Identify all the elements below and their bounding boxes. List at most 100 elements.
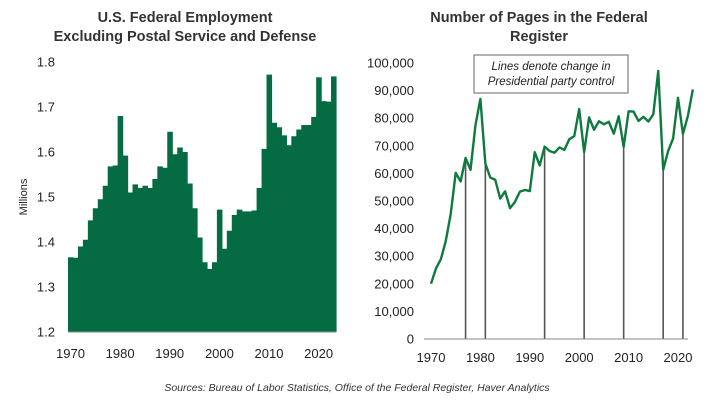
employment-bar-1995 [192, 208, 198, 332]
employment-bar-1973 [82, 239, 89, 332]
employment-bar-1990 [167, 131, 173, 332]
left-y-tick-label: 1.5 [37, 190, 55, 205]
employment-bar-2017 [301, 125, 307, 332]
right-chart-title: Number of Pages in the Federal Register [372, 9, 706, 47]
left-x-tick-label: 1970 [56, 346, 85, 361]
annotation-box [473, 54, 629, 94]
right-y-tick-label: 80,000 [374, 111, 414, 126]
right-y-tick-label: 60,000 [374, 166, 414, 181]
employment-bar-2001 [221, 248, 228, 332]
right-x-tick-label: 2010 [614, 350, 643, 365]
employment-bar-2002 [226, 230, 233, 332]
source-note: Sources: Bureau of Labor Statistics, Off… [164, 382, 550, 394]
employment-bar-2016 [296, 129, 302, 332]
annotation-text-line1: Lines denote change in [492, 61, 611, 73]
left-chart-title-line1: U.S. Federal Employment [97, 10, 273, 26]
right-y-tick-label: 100,000 [367, 56, 414, 71]
employment-bar-2021 [321, 101, 327, 333]
employment-bar-2007 [251, 210, 258, 332]
left-y-tick-label: 1.4 [37, 235, 55, 250]
employment-bar-2006 [246, 211, 253, 332]
right-y-tick-label: 70,000 [374, 138, 414, 153]
employment-bar-1988 [157, 166, 163, 332]
employment-bar-1991 [172, 154, 178, 332]
left-x-tick-label: 1980 [106, 346, 135, 361]
left-y-tick-label: 1.7 [37, 100, 55, 115]
right-x-tick-label: 1980 [466, 350, 495, 365]
employment-bar-1971 [72, 257, 79, 332]
left-y-axis-label: Millions [18, 178, 30, 215]
employment-bar-2014 [286, 145, 292, 332]
employment-bar-1985 [142, 185, 148, 332]
right-y-tick-label: 50,000 [374, 194, 414, 209]
right-x-tick-label: 1970 [417, 350, 446, 365]
employment-bar-2020 [316, 77, 322, 332]
employment-bar-2010 [266, 74, 273, 332]
left-x-tick-label: 1990 [155, 346, 184, 361]
right-x-tick-label: 2020 [664, 350, 693, 365]
employment-bar-2012 [276, 127, 282, 332]
employment-bar-1979 [112, 165, 119, 332]
annotation-text: Lines denote change in Presidential party… [488, 61, 615, 88]
employment-bar-1993 [182, 152, 188, 332]
right-y-tick-label: 30,000 [374, 249, 414, 264]
employment-bar-1982 [127, 192, 134, 332]
right-chart-title-line2: Register [509, 29, 569, 45]
employment-bar-1987 [152, 179, 158, 332]
employment-bar-2009 [261, 148, 268, 332]
employment-bar-2003 [231, 215, 238, 332]
employment-bar-1976 [97, 199, 104, 332]
right-y-tick-label: 20,000 [374, 276, 414, 291]
register-pages-series-line [429, 69, 694, 285]
employment-bar-2022 [326, 101, 332, 332]
employment-bar-1981 [122, 155, 129, 332]
employment-bar-2000 [216, 209, 223, 332]
right-y-tick-label: 10,000 [374, 304, 414, 319]
right-y-tick-label: 40,000 [374, 221, 414, 236]
left-y-tick-label: 1.2 [37, 325, 55, 340]
left-x-tick-label: 2000 [205, 346, 234, 361]
federal-employment-bar-chart: 1.2 1.3 1.4 1.5 1.6 1.7 1.8 1970 1980 1990 2000 201… [18, 55, 337, 361]
right-y-tick-label: 90,000 [374, 83, 414, 98]
federal-register-line-chart: 0 10,000 20,000 30,000 40,000 50,000 60,000 70,… [367, 54, 694, 365]
annotation-text-line2: Presidential party control [488, 76, 615, 88]
employment-bar-2013 [281, 135, 287, 332]
employment-bar-2005 [241, 211, 248, 332]
employment-bar-2015 [291, 136, 297, 332]
employment-bar-2008 [256, 188, 263, 332]
employment-bar-1996 [197, 237, 203, 332]
employment-bar-2004 [236, 209, 243, 332]
employment-bar-1970 [68, 257, 74, 332]
employment-bar-1994 [187, 183, 193, 332]
employment-bar-1980 [117, 116, 124, 332]
employment-bar-1984 [137, 188, 144, 332]
left-x-tick-label: 2020 [304, 346, 333, 361]
employment-bar-1986 [147, 188, 153, 332]
right-x-tick-label: 1990 [515, 350, 544, 365]
employment-bar-1977 [102, 185, 109, 332]
right-chart-title-line1: Number of Pages in the Federal [430, 10, 648, 26]
employment-bar-1972 [77, 246, 84, 332]
employment-bar-1999 [211, 262, 218, 332]
employment-bar-1975 [92, 208, 99, 332]
employment-bar-2018 [306, 125, 312, 332]
employment-bar-1978 [107, 166, 114, 332]
left-y-tick-label: 1.3 [37, 280, 55, 295]
employment-bar-1992 [177, 147, 183, 332]
left-y-tick-label: 1.8 [37, 55, 55, 70]
employment-bar-1983 [132, 184, 139, 332]
employment-bar-1989 [162, 167, 168, 332]
employment-bar-1997 [202, 262, 208, 332]
right-y-tick-label: 0 [407, 332, 414, 347]
employment-bar-2023 [331, 76, 337, 333]
employment-bar-2019 [311, 116, 317, 333]
left-chart-title: U.S. Federal Employment Excluding Postal… [10, 9, 360, 47]
employment-bar-2011 [271, 122, 278, 332]
left-y-tick-label: 1.6 [37, 145, 55, 160]
left-x-tick-label: 2010 [255, 346, 284, 361]
left-chart-title-line2: Excluding Postal Service and Defense [53, 29, 317, 45]
employment-bar-1998 [206, 269, 213, 332]
employment-bar-1974 [87, 220, 94, 332]
right-x-tick-label: 2000 [565, 350, 594, 365]
